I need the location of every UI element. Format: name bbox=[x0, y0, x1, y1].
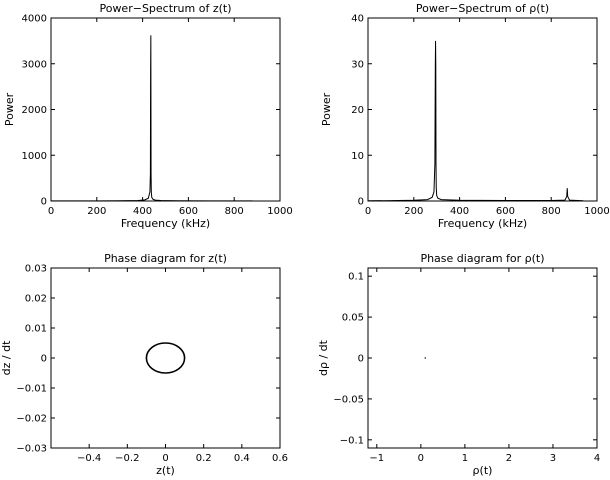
y-tick-label: 2000 bbox=[22, 105, 47, 116]
chart-panel-1: 0 200 400 600 800 1000 0 1000 2000 3000 4000 Power−… bbox=[3, 2, 293, 230]
y-tick-label: 0 bbox=[41, 197, 47, 208]
y-tick-label: 0.1 bbox=[348, 272, 364, 283]
x-tick-label: 400 bbox=[450, 206, 469, 217]
series-line bbox=[368, 40, 584, 201]
x-tick-label: 4 bbox=[594, 453, 600, 464]
x-tick-label: 0 bbox=[162, 453, 168, 464]
y-tick-label: 10 bbox=[351, 151, 364, 162]
x-tick-label: 1 bbox=[462, 453, 468, 464]
x-tick-label: 0.6 bbox=[272, 453, 288, 464]
chart-title: Power−Spectrum of ρ(t) bbox=[416, 2, 549, 15]
y-tick-label: 0 bbox=[41, 354, 47, 365]
x-axis-label: Frequency (kHz) bbox=[438, 217, 527, 230]
x-tick-label: 0.2 bbox=[196, 453, 212, 464]
x-tick-label: 400 bbox=[133, 206, 152, 217]
y-tick-label: 0 bbox=[358, 354, 364, 365]
chart-title: Phase diagram for ρ(t) bbox=[420, 252, 544, 265]
y-tick-label: 40 bbox=[351, 14, 364, 25]
x-axis-label: Frequency (kHz) bbox=[121, 217, 210, 230]
y-tick-label: −0.03 bbox=[16, 444, 47, 455]
plot-frame bbox=[50, 267, 281, 449]
y-tick-label: 0.03 bbox=[25, 264, 47, 275]
y-axis-label: Power bbox=[320, 92, 333, 126]
x-axis-label: ρ(t) bbox=[473, 464, 493, 477]
y-tick-label: −0.1 bbox=[340, 435, 364, 446]
y-tick-label: 1000 bbox=[22, 151, 47, 162]
y-tick-label: 0.01 bbox=[25, 324, 47, 335]
x-tick-label: 600 bbox=[179, 206, 198, 217]
x-tick-label: −0.2 bbox=[115, 453, 139, 464]
series-line bbox=[51, 35, 253, 201]
x-axis-label: z(t) bbox=[156, 464, 175, 477]
y-tick-label: 0.05 bbox=[342, 313, 364, 324]
x-tick-label: 0.4 bbox=[234, 453, 250, 464]
data-point bbox=[424, 357, 426, 359]
x-tick-label: 0 bbox=[365, 206, 371, 217]
plot-frame bbox=[367, 17, 598, 202]
y-tick-label: 3000 bbox=[22, 59, 47, 70]
plot-frame bbox=[50, 17, 281, 202]
plot-frame bbox=[367, 267, 598, 449]
x-tick-label: −0.4 bbox=[77, 453, 101, 464]
y-tick-label: −0.01 bbox=[16, 384, 47, 395]
chart-panel-3: −0.4 −0.2 0 0.2 0.4 0.6 −0.03 −0.02 −0.01 0 0.01 0.… bbox=[0, 252, 288, 477]
y-tick-label: 0.02 bbox=[25, 294, 47, 305]
x-tick-label: 0 bbox=[48, 206, 54, 217]
x-tick-label: 200 bbox=[87, 206, 106, 217]
chart-panel-4: −1 0 1 2 3 4 −0.1 −0.05 0 0.05 0.1 Phase diagram fo… bbox=[317, 252, 600, 477]
y-tick-label: −0.02 bbox=[16, 414, 47, 425]
y-tick-label: 4000 bbox=[22, 14, 47, 25]
chart-title: Phase diagram for z(t) bbox=[104, 252, 227, 265]
x-tick-label: 800 bbox=[225, 206, 244, 217]
y-axis-label: Power bbox=[3, 92, 16, 126]
y-axis-label: dρ / dt bbox=[317, 339, 330, 376]
x-tick-label: 1000 bbox=[267, 206, 292, 217]
x-tick-label: −1 bbox=[369, 453, 384, 464]
y-tick-label: −0.05 bbox=[333, 394, 364, 405]
x-tick-label: 200 bbox=[404, 206, 423, 217]
x-tick-label: 0 bbox=[418, 453, 424, 464]
y-tick-label: 20 bbox=[351, 105, 364, 116]
x-tick-label: 1000 bbox=[584, 206, 609, 217]
phase-trajectory bbox=[145, 342, 186, 374]
x-tick-label: 2 bbox=[506, 453, 512, 464]
x-tick-label: 3 bbox=[550, 453, 556, 464]
x-tick-label: 600 bbox=[496, 206, 515, 217]
y-tick-label: 0 bbox=[358, 197, 364, 208]
y-axis-label: dz / dt bbox=[0, 340, 13, 375]
chart-title: Power−Spectrum of z(t) bbox=[99, 2, 231, 15]
x-tick-label: 800 bbox=[542, 206, 561, 217]
chart-panel-2: 0 200 400 600 800 1000 0 10 20 30 40 Power−Spectrum… bbox=[320, 2, 610, 230]
y-tick-label: 30 bbox=[351, 59, 364, 70]
